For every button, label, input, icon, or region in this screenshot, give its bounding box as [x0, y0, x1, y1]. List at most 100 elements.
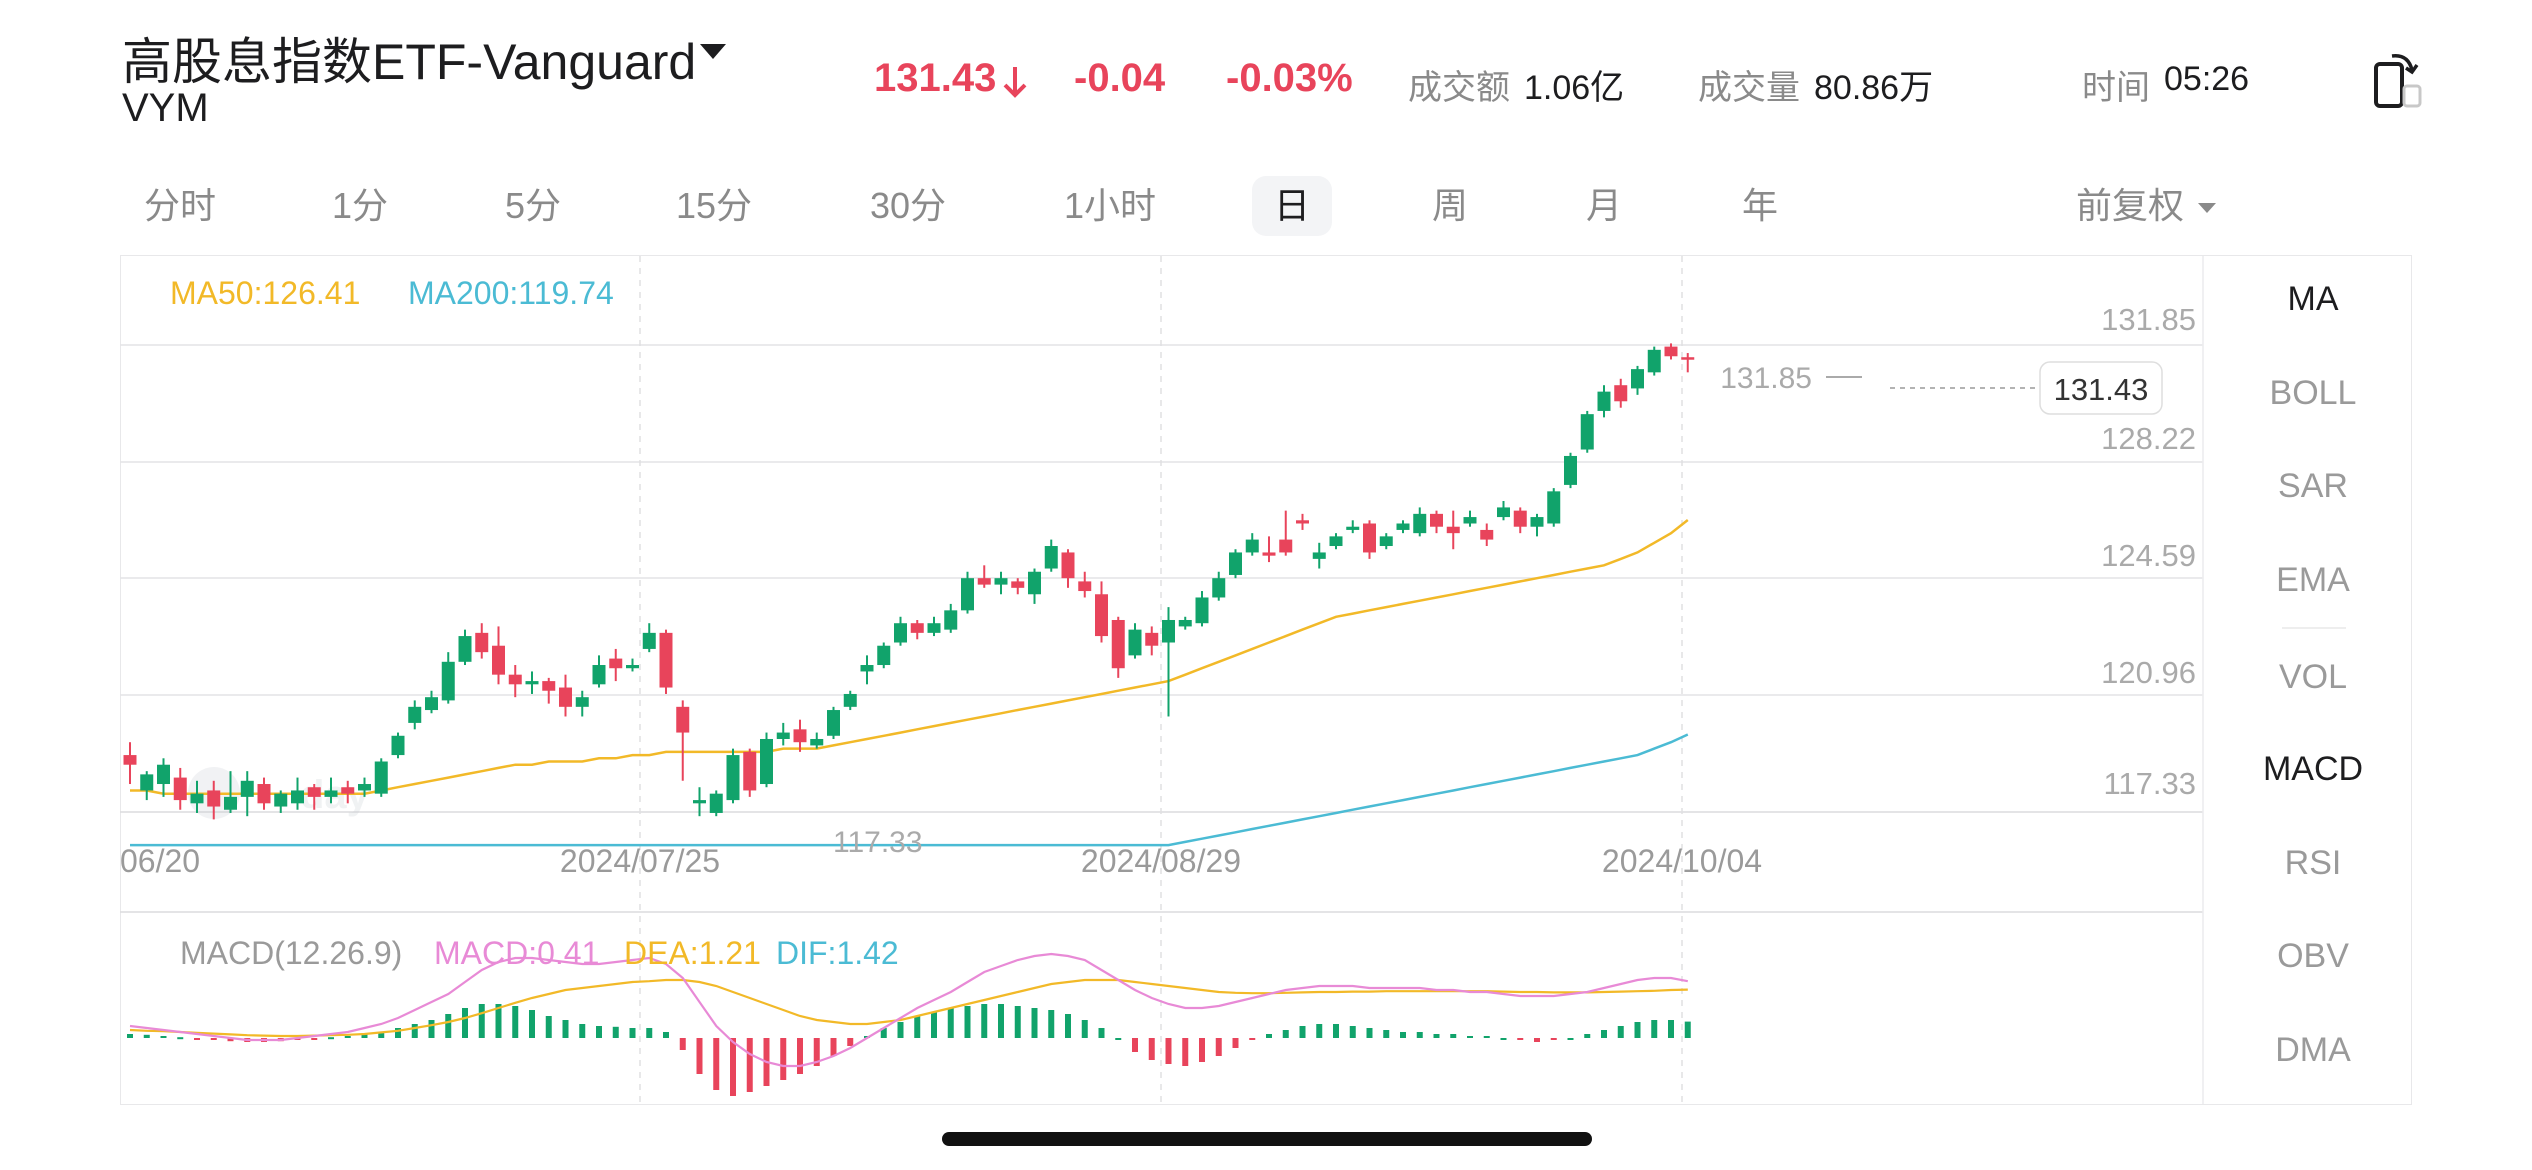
tab-monthly[interactable]: 月	[1585, 185, 1622, 226]
adjust-dropdown[interactable]: 前复权	[2075, 185, 2184, 226]
price-tick: 117.33	[2103, 766, 2196, 801]
indicator-ma[interactable]: MA	[2287, 280, 2339, 318]
home-indicator[interactable]	[942, 1132, 1592, 1146]
macd-bar	[931, 1012, 937, 1038]
date-axis: 06/20 2024/07/25 2024/08/29 2024/10/04	[120, 843, 1762, 879]
tab-15min[interactable]: 15分	[675, 185, 753, 226]
rotate-screen-icon[interactable]	[2372, 48, 2424, 110]
tab-timeshare[interactable]: 分时	[143, 185, 216, 226]
candle-body	[827, 710, 840, 736]
candle-body	[575, 697, 589, 707]
time-label: 时间	[2082, 69, 2150, 107]
tab-1min[interactable]: 1分	[331, 185, 389, 226]
candle-body	[927, 623, 941, 633]
macd-bar	[880, 1028, 887, 1038]
dea-legend: DEA:1.21	[624, 935, 761, 971]
macd-bar	[562, 1020, 569, 1038]
macd-bar	[545, 1016, 552, 1038]
candle-body	[358, 784, 371, 791]
candle-body	[642, 632, 656, 649]
turnover-value: 1.06亿	[1524, 69, 1625, 107]
adjust-caret-icon[interactable]	[2198, 203, 2216, 213]
candle-body	[726, 755, 740, 801]
macd-bar	[1634, 1022, 1641, 1038]
candle-body	[1664, 346, 1678, 357]
macd-bar	[596, 1026, 602, 1038]
price-tick: 120.96	[2101, 655, 2196, 690]
dif-path	[129, 952, 1689, 1068]
candle-body	[1379, 536, 1393, 547]
candle-body	[458, 636, 472, 662]
candle-body	[508, 674, 522, 685]
tab-yearly[interactable]: 年	[1741, 185, 1778, 226]
last-price-tag-box	[2039, 361, 2163, 415]
candlesticks	[123, 343, 1695, 820]
indicator-ema[interactable]: EMA	[2276, 561, 2350, 599]
indicator-rsi[interactable]: RSI	[2284, 844, 2342, 882]
macd-bar	[981, 1004, 988, 1038]
candle-body	[1078, 581, 1092, 592]
macd-bar	[1500, 1038, 1507, 1040]
macd-bar	[663, 1032, 669, 1038]
ma200-line	[130, 733, 1689, 847]
candle-body	[425, 697, 438, 711]
candle-body	[240, 780, 254, 797]
candle-body	[1111, 619, 1125, 669]
candle-body	[1229, 552, 1242, 575]
candle-body	[1497, 507, 1510, 518]
candle-body	[324, 790, 338, 797]
time-value: 05:26	[2164, 60, 2250, 98]
candle-body	[190, 793, 204, 804]
candle-body	[1128, 629, 1142, 656]
indicator-divider	[2282, 627, 2346, 629]
date-label: 2024/10/04	[1602, 843, 1762, 879]
indicator-vol[interactable]: VOL	[2278, 658, 2348, 696]
candle-body	[894, 623, 907, 643]
tab-30min[interactable]: 30分	[869, 185, 947, 226]
candle-body	[291, 790, 304, 804]
candle-body	[743, 751, 757, 791]
tab-5min[interactable]: 5分	[504, 185, 562, 226]
indicator-dma[interactable]: DMA	[2275, 1031, 2351, 1069]
indicator-sar[interactable]: SAR	[2278, 467, 2348, 505]
macd-bar	[797, 1038, 803, 1074]
tab-weekly[interactable]: 周	[1431, 185, 1468, 226]
tab-1hour[interactable]: 1小时	[1063, 185, 1157, 226]
candle-body	[609, 658, 623, 669]
macd-bar	[612, 1026, 619, 1038]
candle-body	[391, 735, 405, 756]
macd-bar	[1333, 1024, 1339, 1038]
indicator-boll[interactable]: BOLL	[2269, 374, 2357, 412]
macd-bar	[1349, 1026, 1356, 1038]
macd-bar	[579, 1024, 586, 1038]
price-change: -0.04	[1074, 56, 1166, 100]
candle-body	[1312, 552, 1326, 559]
indicator-obv[interactable]: OBV	[2277, 937, 2349, 975]
candle-body	[441, 661, 455, 701]
candle-body	[793, 729, 807, 743]
macd-bar	[914, 1016, 921, 1038]
candle-body	[542, 681, 556, 691]
candle-body	[709, 793, 723, 813]
macd-bar	[1098, 1028, 1105, 1038]
indicator-macd[interactable]: MACD	[2262, 750, 2364, 788]
candle-body	[224, 796, 237, 810]
macd-bar	[1115, 1038, 1122, 1040]
instrument-title[interactable]: 高股息指数ETF-Vanguard	[122, 34, 697, 90]
macd-bar	[1668, 1020, 1674, 1038]
price-tick: 124.59	[2101, 538, 2196, 573]
tab-daily[interactable]: 日	[1252, 176, 1332, 236]
macd-bar	[1132, 1038, 1138, 1052]
candle-body	[1346, 526, 1360, 530]
date-label: 06/20	[120, 843, 200, 879]
candle-body	[1363, 523, 1376, 553]
macd-bar	[1550, 1038, 1557, 1040]
candle-body	[1580, 414, 1594, 450]
macd-bar	[529, 1010, 535, 1038]
macd-bar	[445, 1014, 452, 1038]
macd-bar	[998, 1004, 1004, 1038]
down-arrow-icon	[1003, 67, 1027, 98]
title-dropdown-caret-icon[interactable]	[700, 44, 726, 59]
macd-bar	[1433, 1034, 1440, 1038]
